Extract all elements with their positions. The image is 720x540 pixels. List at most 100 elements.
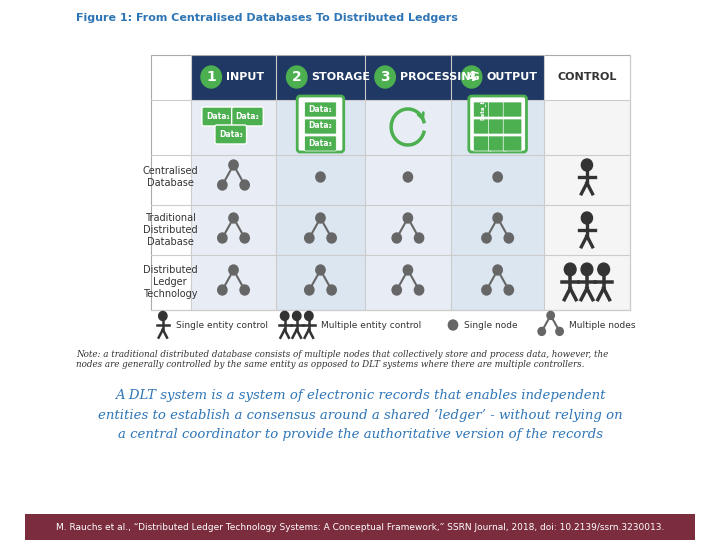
Text: Data₁: Data₁	[309, 105, 333, 113]
Bar	[191, 55, 276, 100]
Bar	[364, 55, 451, 100]
Circle shape	[229, 160, 238, 170]
Circle shape	[240, 233, 249, 243]
FancyBboxPatch shape	[488, 102, 507, 117]
Circle shape	[538, 327, 546, 335]
Text: Data_b: Data_b	[480, 98, 486, 120]
Text: Figure 1: From Centralised Databases To Distributed Ledgers: Figure 1: From Centralised Databases To …	[76, 13, 458, 23]
Text: Data₁: Data₁	[206, 112, 230, 121]
Circle shape	[392, 285, 401, 295]
Circle shape	[504, 285, 513, 295]
Text: INPUT: INPUT	[226, 72, 264, 82]
Circle shape	[158, 312, 167, 321]
Circle shape	[581, 263, 593, 276]
Circle shape	[581, 159, 593, 171]
Text: STORAGE: STORAGE	[312, 72, 371, 82]
Circle shape	[556, 327, 563, 335]
Text: A DLT system is a system of electronic records that enables independent
entities: A DLT system is a system of electronic r…	[98, 389, 622, 441]
Circle shape	[292, 312, 301, 320]
Circle shape	[493, 265, 503, 275]
FancyBboxPatch shape	[232, 107, 264, 126]
Text: Centralised
Database: Centralised Database	[143, 166, 198, 188]
Text: Multiple nodes: Multiple nodes	[570, 321, 636, 329]
Circle shape	[392, 233, 401, 243]
Text: OUTPUT: OUTPUT	[487, 72, 538, 82]
Circle shape	[564, 263, 576, 276]
Circle shape	[229, 213, 238, 223]
Text: Data₃: Data₃	[309, 138, 333, 147]
Circle shape	[229, 265, 238, 275]
Circle shape	[403, 265, 413, 275]
FancyBboxPatch shape	[25, 514, 695, 540]
Text: Single entity control: Single entity control	[176, 321, 268, 329]
Bar	[276, 55, 364, 100]
Circle shape	[403, 172, 413, 182]
Bar	[150, 55, 630, 310]
Text: CONTROL: CONTROL	[557, 72, 616, 82]
FancyBboxPatch shape	[488, 136, 507, 151]
Text: 3: 3	[380, 70, 390, 84]
FancyBboxPatch shape	[474, 102, 492, 117]
Circle shape	[280, 312, 289, 320]
Circle shape	[482, 285, 491, 295]
Text: Data₃: Data₃	[219, 130, 243, 139]
Circle shape	[217, 233, 227, 243]
Circle shape	[201, 66, 222, 88]
FancyBboxPatch shape	[488, 119, 507, 134]
FancyBboxPatch shape	[474, 136, 492, 151]
Bar	[364, 100, 451, 310]
FancyBboxPatch shape	[305, 119, 336, 134]
Text: Data₂: Data₂	[309, 122, 333, 131]
Circle shape	[547, 312, 554, 319]
Circle shape	[449, 320, 458, 330]
Text: 4: 4	[467, 70, 477, 84]
FancyBboxPatch shape	[305, 136, 336, 151]
Circle shape	[217, 180, 227, 190]
Bar	[276, 100, 364, 310]
Circle shape	[403, 213, 413, 223]
Circle shape	[305, 312, 313, 320]
Bar	[191, 100, 276, 310]
Circle shape	[493, 172, 503, 182]
Text: Distributed
Ledger
Technology: Distributed Ledger Technology	[143, 265, 197, 299]
Circle shape	[581, 212, 593, 224]
FancyBboxPatch shape	[297, 96, 343, 152]
Circle shape	[240, 285, 249, 295]
FancyBboxPatch shape	[202, 107, 233, 126]
Circle shape	[493, 213, 503, 223]
FancyBboxPatch shape	[503, 136, 522, 151]
Text: Note: a traditional distributed database consists of multiple nodes that collect: Note: a traditional distributed database…	[76, 350, 608, 369]
Text: Data₂: Data₂	[235, 112, 259, 121]
FancyBboxPatch shape	[503, 102, 522, 117]
Text: 1: 1	[207, 70, 216, 84]
Text: 2: 2	[292, 70, 302, 84]
Circle shape	[415, 233, 423, 243]
Circle shape	[316, 265, 325, 275]
Text: PROCESSING: PROCESSING	[400, 72, 480, 82]
Bar	[451, 100, 544, 310]
Circle shape	[217, 285, 227, 295]
Circle shape	[240, 180, 249, 190]
Circle shape	[415, 285, 423, 295]
Circle shape	[598, 263, 610, 276]
Circle shape	[316, 172, 325, 182]
Circle shape	[287, 66, 307, 88]
Circle shape	[462, 66, 482, 88]
FancyBboxPatch shape	[215, 125, 246, 144]
Text: Single node: Single node	[464, 321, 518, 329]
Bar	[544, 100, 630, 310]
FancyBboxPatch shape	[474, 119, 492, 134]
FancyBboxPatch shape	[503, 119, 522, 134]
Bar	[451, 55, 544, 100]
Circle shape	[482, 233, 491, 243]
FancyBboxPatch shape	[469, 96, 526, 152]
Circle shape	[327, 233, 336, 243]
Text: Multiple entity control: Multiple entity control	[321, 321, 421, 329]
Text: M. Rauchs et al., “Distributed Ledger Technology Systems: A Conceptual Framework: M. Rauchs et al., “Distributed Ledger Te…	[56, 523, 664, 531]
Text: Traditional
Distributed
Database: Traditional Distributed Database	[143, 213, 197, 247]
Circle shape	[375, 66, 395, 88]
Circle shape	[504, 233, 513, 243]
Circle shape	[316, 213, 325, 223]
Circle shape	[305, 285, 314, 295]
Circle shape	[305, 233, 314, 243]
